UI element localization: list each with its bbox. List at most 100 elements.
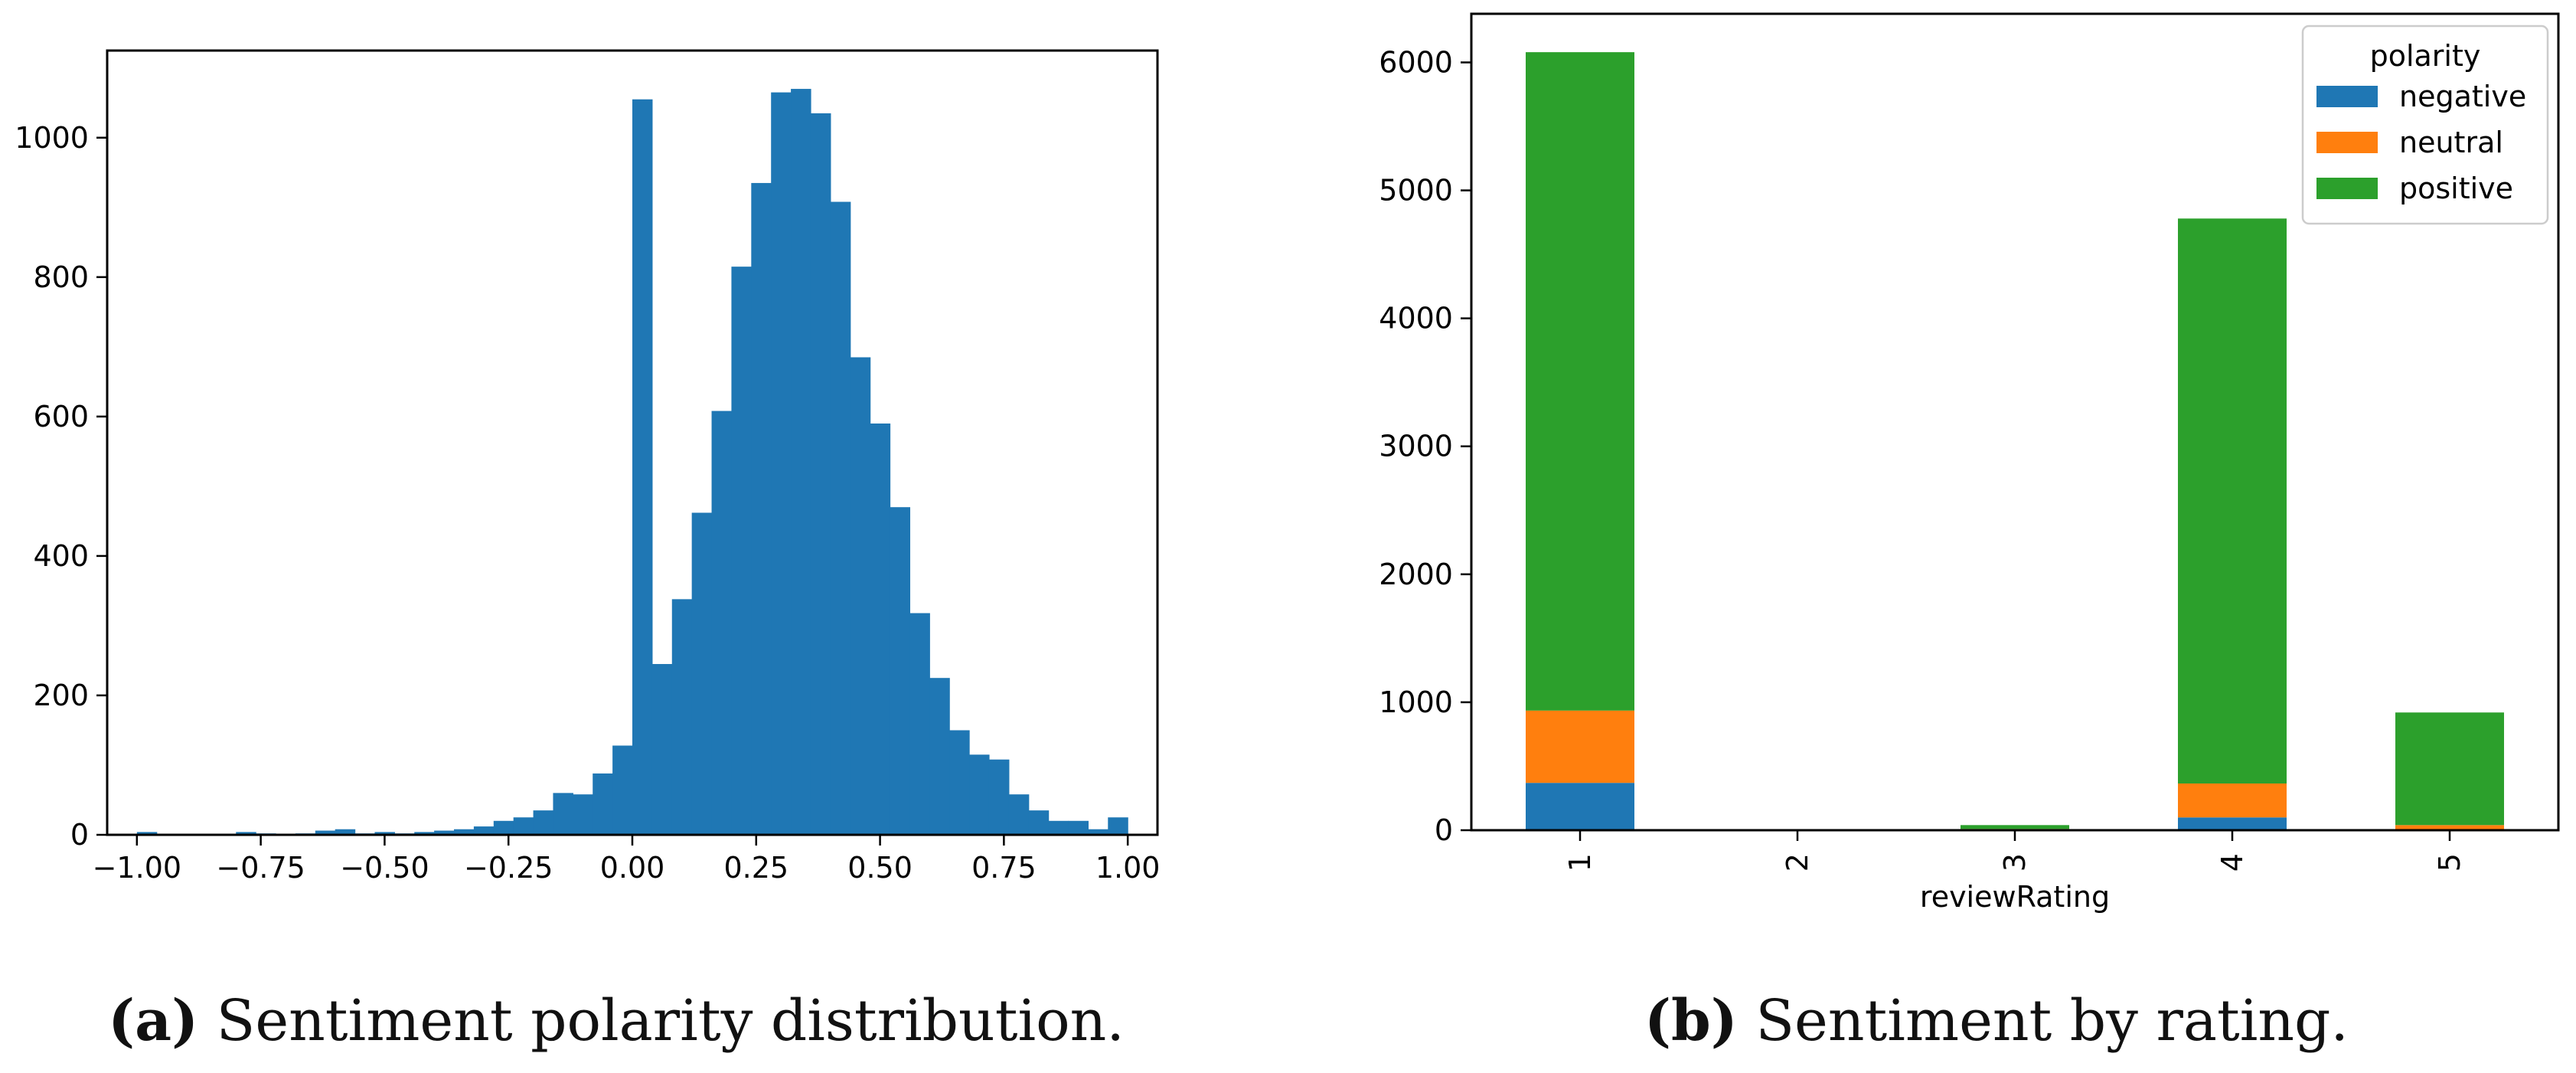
x-tick-label: 5 <box>2433 853 2467 872</box>
y-tick-label: 3000 <box>1379 430 1453 463</box>
histogram-panel: −1.00 −0.75 −0.50 −0.25 0.00 0.25 0.50 0.75 1.00… <box>15 49 1161 885</box>
histogram-bar <box>1108 817 1128 835</box>
legend-label-negative: negative <box>2399 80 2526 113</box>
legend-label-neutral: neutral <box>2399 126 2503 159</box>
histogram-bar <box>771 92 792 835</box>
histogram-bar <box>949 730 970 835</box>
x-tick-label: 1 <box>1563 853 1597 872</box>
histogram-bar <box>711 411 733 835</box>
histogram-bar <box>434 830 455 835</box>
histogram-bar <box>890 507 911 835</box>
histogram-bar <box>988 759 1010 835</box>
histogram-bar <box>612 745 633 835</box>
x-tick-label: −0.50 <box>340 851 429 885</box>
bar-segment-neutral <box>1526 710 1634 783</box>
histogram-bar <box>513 817 534 835</box>
caption-b-text: Sentiment by rating. <box>1755 988 2349 1054</box>
bar-segment-positive <box>1526 52 1634 711</box>
y-tick-label: 5000 <box>1379 174 1453 208</box>
y-tick-label: 600 <box>33 400 89 433</box>
histogram-bar <box>810 113 831 836</box>
legend-swatch-positive <box>2316 178 2378 199</box>
x-tick-label: 0.50 <box>847 851 913 885</box>
x-tick-label: −1.00 <box>93 851 181 885</box>
histogram-bar <box>791 89 811 835</box>
x-tick-label: 2 <box>1781 853 1814 872</box>
bar-segment-negative <box>2178 817 2287 830</box>
histogram-bar <box>473 826 495 835</box>
histogram-bar <box>870 423 891 835</box>
x-tick-label: −0.25 <box>464 851 553 885</box>
bar-segment-positive <box>2395 712 2504 826</box>
histogram-bar <box>691 512 713 835</box>
histogram-bar <box>454 829 475 835</box>
y-tick-label: 6000 <box>1379 45 1453 79</box>
legend-box <box>2301 25 2549 225</box>
histogram-bar <box>553 793 573 835</box>
histogram-bar <box>751 182 772 836</box>
histogram-bar <box>909 613 930 835</box>
histogram-bar <box>414 832 435 835</box>
y-tick-label: 400 <box>33 539 89 573</box>
histogram-bar <box>651 663 673 835</box>
histogram-bar <box>335 829 356 835</box>
histogram-bar <box>632 99 653 835</box>
bar-segment-positive <box>1961 825 2069 829</box>
histogram-bar <box>1008 794 1030 835</box>
stacked-y-ticks: 0 1000 2000 3000 4000 5000 6000 <box>1379 45 1471 847</box>
histogram-bar <box>929 678 950 835</box>
bar-segment-neutral <box>2395 825 2504 830</box>
y-tick-label: 2000 <box>1379 558 1453 591</box>
histogram-bar <box>315 830 336 835</box>
histogram-y-ticks: 0 200 400 600 800 1000 <box>15 121 107 852</box>
histogram-bar <box>1048 820 1069 835</box>
histogram-bar <box>850 357 871 835</box>
y-tick-label: 1000 <box>1379 685 1453 719</box>
histogram-bar <box>573 794 593 835</box>
histogram-bar <box>671 599 693 835</box>
bar-segment-negative <box>1526 783 1634 830</box>
y-tick-label: 0 <box>70 818 89 852</box>
x-tick-label: 1.00 <box>1095 851 1161 885</box>
histogram-bar <box>493 820 514 835</box>
histogram-bar <box>593 773 613 835</box>
histogram-bar <box>1068 820 1089 835</box>
caption-a-tag: (a) <box>108 988 199 1054</box>
legend-swatch-neutral <box>2316 132 2378 153</box>
y-tick-label: 0 <box>1435 813 1453 847</box>
x-tick-label: −0.75 <box>216 851 305 885</box>
x-tick-label: 4 <box>2215 853 2249 872</box>
y-tick-label: 200 <box>33 679 89 712</box>
stacked-bar-panel: 1 2 3 4 5 0 1000 2000 3000 4000 5000 6000 reviewRa… <box>1379 12 2560 914</box>
histogram-bars <box>136 89 1128 836</box>
x-tick-label: 0.75 <box>971 851 1037 885</box>
caption-a-text: Sentiment polarity distribution. <box>216 988 1125 1054</box>
x-tick-label: 0.25 <box>723 851 788 885</box>
histogram-bar <box>1088 829 1108 835</box>
histogram-bar <box>236 832 256 835</box>
y-tick-label: 800 <box>33 260 89 294</box>
stacked-x-ticks: 1 2 3 4 5 <box>1563 830 2467 872</box>
caption-a: (a) Sentiment polarity distribution. <box>108 988 1125 1054</box>
histogram-bar <box>830 201 851 836</box>
bar-segment-neutral <box>2178 783 2287 818</box>
histogram-bar <box>533 810 554 835</box>
caption-b: (b) Sentiment by rating. <box>1644 988 2349 1054</box>
y-tick-label: 4000 <box>1379 302 1453 335</box>
histogram-bar <box>136 832 158 835</box>
stacked-bars <box>1526 52 2504 830</box>
bar-segment-positive <box>2178 218 2287 784</box>
histogram-bar <box>969 754 990 835</box>
histogram-bar <box>731 267 752 835</box>
caption-b-tag: (b) <box>1644 988 1738 1054</box>
histogram-bar <box>374 832 395 835</box>
x-axis-label: reviewRating <box>1920 880 2110 914</box>
x-tick-label: 0.00 <box>600 851 665 885</box>
legend-label-positive: positive <box>2399 172 2513 205</box>
legend-items: negative neutral positive <box>2316 80 2526 205</box>
histogram-x-ticks: −1.00 −0.75 −0.50 −0.25 0.00 0.25 0.50 0.75 1.00 <box>93 835 1161 885</box>
legend: polarity negative neutral positive <box>2301 25 2549 225</box>
y-tick-label: 1000 <box>15 121 89 155</box>
legend-title: polarity <box>2370 39 2481 73</box>
